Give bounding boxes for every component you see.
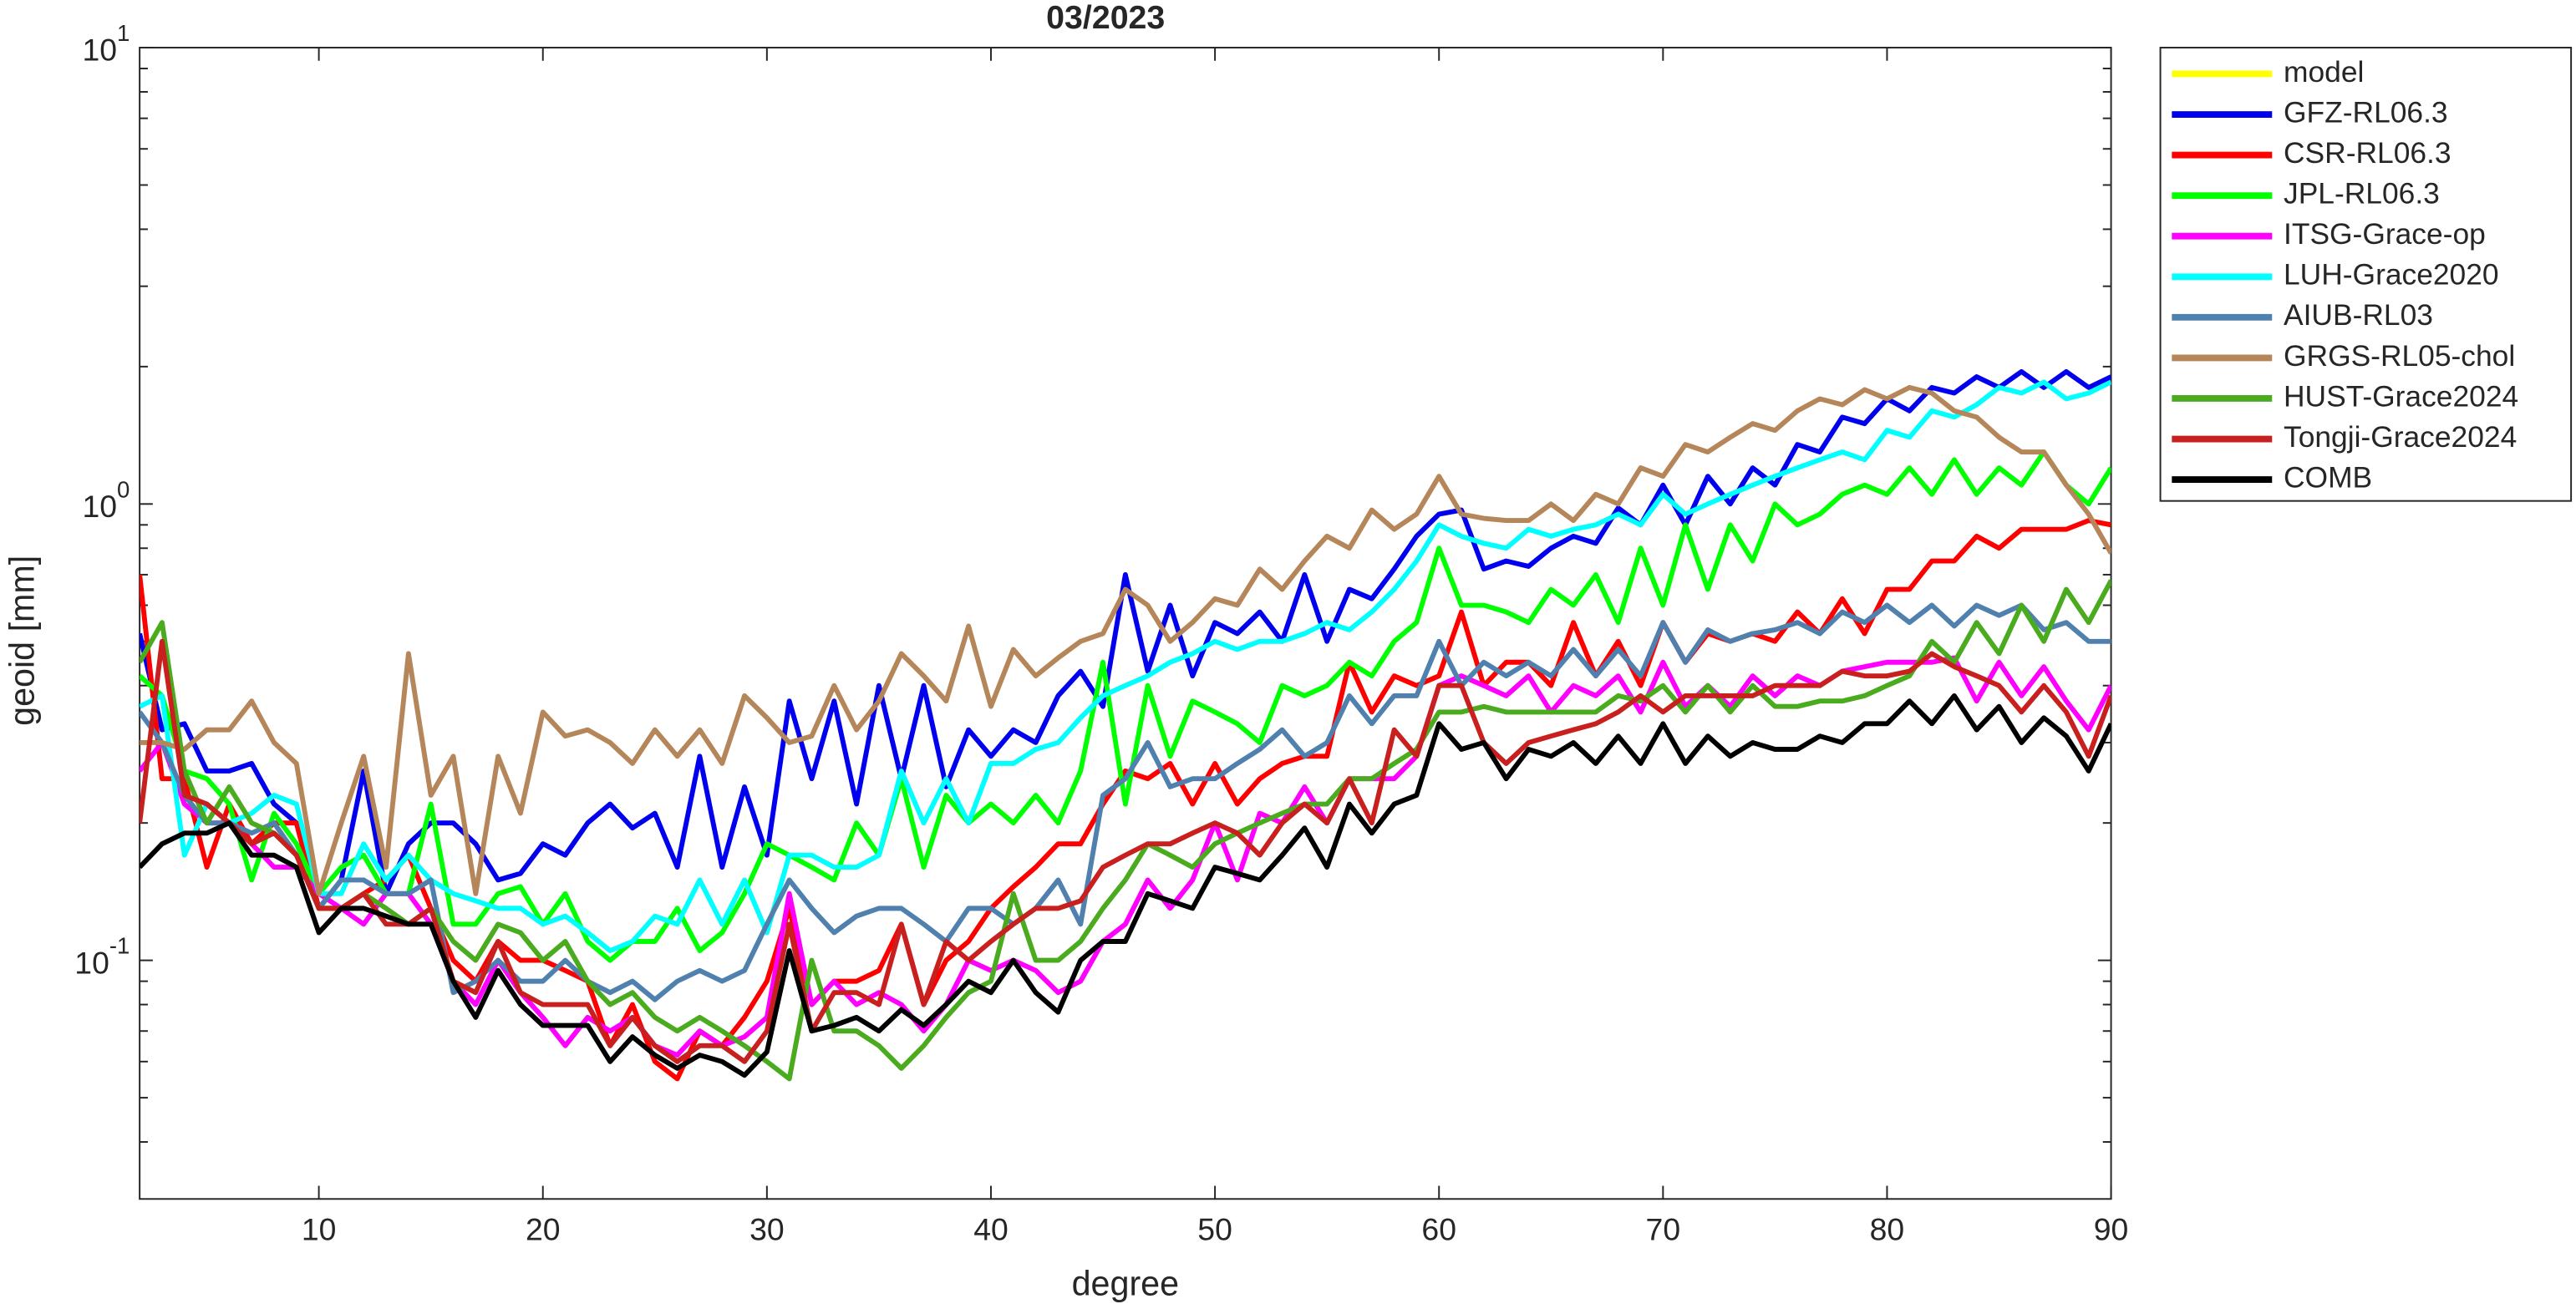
series-line	[140, 449, 2111, 963]
x-tick-label: 50	[1197, 1211, 1232, 1246]
series-line	[140, 693, 2111, 1078]
y-tick-label: 10-1	[74, 933, 130, 981]
series-line	[140, 379, 2111, 954]
legend-label: GFZ-RL06.3	[2284, 96, 2448, 129]
x-tick-label: 40	[973, 1211, 1009, 1246]
x-tick-label: 10	[302, 1211, 337, 1246]
x-tick-label: 30	[749, 1211, 785, 1246]
legend-label: AIUB-RL03	[2284, 299, 2433, 332]
series-line	[140, 579, 2111, 1082]
legend-label: model	[2284, 56, 2364, 89]
series-line	[140, 638, 2111, 1064]
series-line	[140, 384, 2111, 896]
series-line	[140, 518, 2111, 1082]
x-tick-label: 90	[2094, 1211, 2129, 1246]
legend-label: CSR-RL06.3	[2284, 137, 2452, 170]
legend-box	[2159, 47, 2573, 502]
x-axis-label: degree	[1072, 1264, 1180, 1302]
y-tick-label: 100	[82, 476, 130, 524]
legend-label: LUH-Grace2020	[2284, 259, 2499, 292]
legend-label: COMB	[2284, 461, 2372, 494]
chart-title: 03/2023	[1046, 0, 1165, 36]
x-tick-label: 20	[526, 1211, 561, 1246]
legend-label: GRGS-RL05-chol	[2284, 340, 2515, 373]
x-tick-label: 70	[1646, 1211, 1681, 1246]
series-line	[140, 602, 2111, 1002]
legend-label: JPL-RL06.3	[2284, 178, 2440, 211]
x-tick-label: 60	[1421, 1211, 1456, 1246]
legend-label: ITSG-Grace-op	[2284, 218, 2486, 251]
legend-label: HUST-Grace2024	[2284, 380, 2518, 413]
y-tick-label: 101	[82, 20, 130, 68]
x-tick-label: 80	[1870, 1211, 1905, 1246]
series-line	[140, 655, 2111, 1058]
legend-label: Tongji-Grace2024	[2284, 421, 2517, 454]
plot-area	[139, 47, 2112, 1200]
y-axis-label: geoid [mm]	[3, 556, 41, 726]
